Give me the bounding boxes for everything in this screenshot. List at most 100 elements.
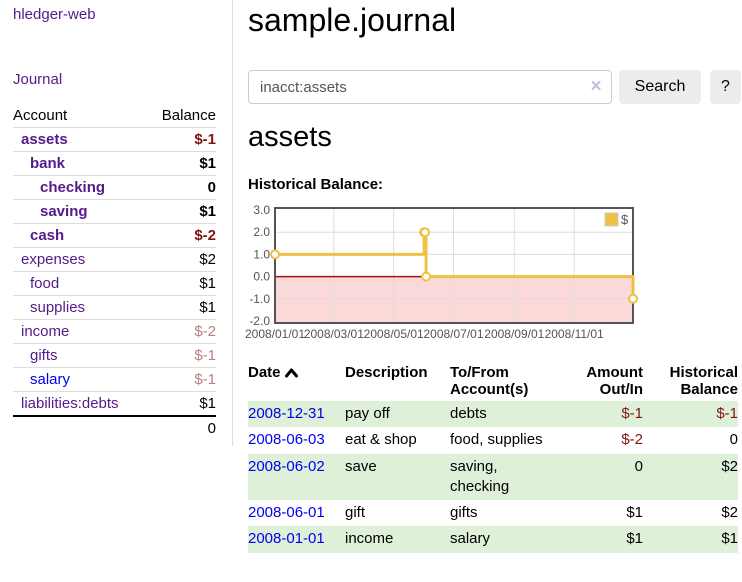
transaction-balance: 0	[729, 431, 738, 449]
account-link-food[interactable]: food	[30, 275, 60, 292]
register-row: 2008-06-01 gift gifts $1 $2	[248, 500, 738, 526]
account-link-assets[interactable]: assets	[21, 131, 68, 148]
svg-text:2008/07/01: 2008/07/01	[423, 327, 483, 341]
register-row: 2008-06-03 eat & shop food, supplies $-2…	[248, 427, 738, 453]
account-link-expenses[interactable]: expenses	[21, 251, 86, 268]
svg-text:2008/11/01: 2008/11/01	[545, 327, 604, 341]
account-link-cash[interactable]: cash	[30, 227, 65, 244]
account-link-salary[interactable]: salary	[30, 371, 71, 388]
accounts-table-header: Account Balance	[13, 104, 216, 128]
account-link-income[interactable]: income	[21, 323, 70, 340]
transaction-amount: $1	[626, 504, 643, 521]
account-column-header: Account	[13, 104, 148, 128]
transaction-accounts: salary	[450, 526, 554, 553]
main-content: sample.journal × Search ? assets Histori…	[245, 0, 742, 582]
accounts-total-row: 0	[13, 415, 216, 440]
svg-text:2008/05/01: 2008/05/01	[364, 327, 424, 341]
account-row-expenses: expenses $2	[13, 247, 216, 272]
transaction-accounts: food, supplies	[450, 431, 543, 449]
sidebar: hledger-web Journal Account Balance asse…	[0, 0, 233, 446]
transaction-description: eat & shop	[345, 431, 417, 449]
register-header-row: Date Description To/From Account(s) Amou…	[248, 361, 738, 401]
transaction-balance: $2	[721, 504, 738, 521]
transaction-description: save	[345, 453, 450, 500]
account-balance: $-1	[147, 127, 216, 152]
search-form: × Search ?	[248, 70, 742, 104]
register-row: 2008-01-01 income salary $1 $1	[248, 526, 738, 553]
svg-text:0.0: 0.0	[253, 270, 270, 284]
account-balance: $1	[147, 151, 216, 176]
account-balance: $2	[147, 247, 216, 272]
account-link-liabilities-debts[interactable]: liabilities:debts	[21, 395, 119, 412]
svg-text:2008/09/01: 2008/09/01	[484, 327, 544, 341]
clear-search-icon[interactable]: ×	[590, 76, 602, 97]
transaction-accounts: saving, checking	[450, 453, 554, 500]
transaction-description: income	[345, 526, 450, 553]
transaction-date-link[interactable]: 2008-06-02	[248, 457, 325, 475]
transaction-date-link[interactable]: 2008-06-03	[248, 431, 325, 449]
account-link-gifts[interactable]: gifts	[30, 347, 58, 364]
account-link-bank[interactable]: bank	[30, 155, 66, 172]
register-row: 2008-06-02 save saving, checking 0 $2	[248, 453, 738, 500]
transaction-amount: $-1	[554, 401, 643, 428]
transaction-accounts: gifts	[450, 504, 478, 521]
account-link-saving[interactable]: saving	[40, 203, 88, 220]
transaction-amount: $1	[554, 526, 643, 553]
transaction-balance: $1	[643, 526, 738, 553]
account-link-supplies[interactable]: supplies	[30, 299, 86, 316]
account-balance: $-1	[147, 343, 216, 368]
transaction-amount: $-2	[621, 431, 643, 449]
transaction-amount: 0	[554, 453, 643, 500]
transaction-accounts: debts	[450, 401, 554, 428]
chart-title: Historical Balance:	[248, 176, 384, 193]
transaction-description: pay off	[345, 401, 450, 428]
account-row-assets: assets $-1	[13, 127, 216, 152]
account-balance: 0	[147, 175, 216, 200]
account-row-food: food $1	[13, 271, 216, 296]
transaction-date-link[interactable]: 2008-01-01	[248, 530, 325, 548]
account-row-income: income $-2	[13, 319, 216, 344]
svg-text:2.0: 2.0	[253, 225, 270, 239]
page-title: sample.journal	[248, 2, 457, 38]
account-row-supplies: supplies $1	[13, 295, 216, 320]
help-button[interactable]: ?	[710, 70, 741, 104]
brand-link[interactable]: hledger-web	[13, 6, 96, 23]
transaction-date-link[interactable]: 2008-06-01	[248, 504, 325, 521]
account-balance: $1	[147, 271, 216, 296]
svg-text:-1.0: -1.0	[249, 292, 270, 306]
svg-text:-2.0: -2.0	[249, 314, 270, 328]
account-balance: $1	[147, 199, 216, 224]
account-balance: $-1	[147, 367, 216, 392]
balance-column-header: Historical Balance	[669, 364, 738, 398]
date-column-header[interactable]: Date	[248, 361, 345, 401]
svg-text:$: $	[621, 212, 629, 227]
account-page-heading: assets	[248, 121, 332, 153]
account-row-saving: saving $1	[13, 199, 216, 224]
description-column-header: Description	[345, 364, 428, 381]
register-table: Date Description To/From Account(s) Amou…	[248, 361, 738, 553]
sidebar-item-journal[interactable]: Journal	[13, 71, 63, 88]
search-button[interactable]: Search	[619, 70, 701, 104]
transaction-balance: $-1	[643, 401, 738, 428]
account-balance: $1	[147, 391, 216, 417]
account-row-bank: bank $1	[13, 151, 216, 176]
account-row-liabilities-debts: liabilities:debts $1	[13, 391, 216, 417]
register-row: 2008-12-31 pay off debts $-1 $-1	[248, 401, 738, 428]
transaction-balance: $2	[643, 453, 738, 500]
account-balance: $-2	[147, 319, 216, 344]
amount-column-header: Amount Out/In	[586, 364, 643, 398]
account-row-salary: salary $-1	[13, 367, 216, 392]
balance-column-header: Balance	[147, 104, 216, 128]
accounts-total-balance: 0	[147, 415, 216, 440]
account-row-gifts: gifts $-1	[13, 343, 216, 368]
account-row-checking: checking 0	[13, 175, 216, 200]
svg-text:3.0: 3.0	[253, 203, 270, 217]
accounts-column-header: To/From Account(s)	[450, 364, 529, 398]
account-link-checking[interactable]: checking	[40, 179, 106, 196]
search-input[interactable]	[248, 70, 612, 104]
historical-balance-chart: 3.0 2.0 1.0 0.0 -1.0 -2.0 2008/01/01 2008/03/01…	[245, 200, 742, 346]
transaction-date-link[interactable]: 2008-12-31	[248, 405, 325, 422]
accounts-table: Account Balance assets $-1 bank $1 check…	[13, 104, 216, 440]
account-balance: $-2	[147, 223, 216, 248]
transaction-description: gift	[345, 504, 366, 521]
